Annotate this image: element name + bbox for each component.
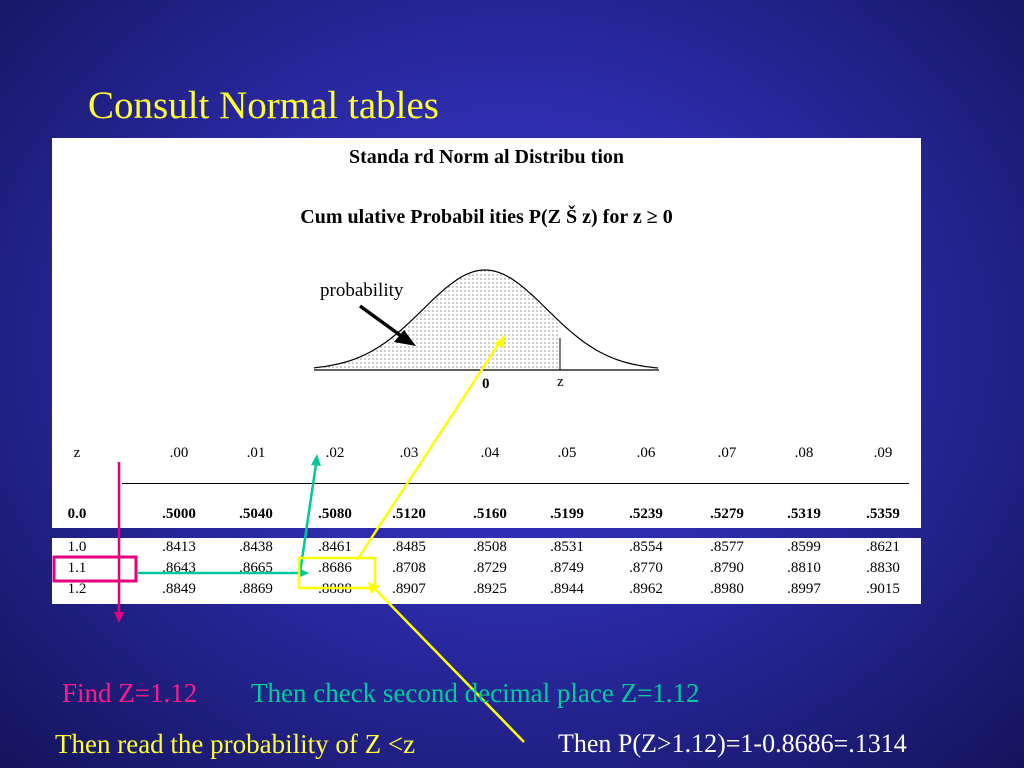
column-header: z xyxy=(73,445,81,461)
result-caption: Then P(Z>1.12)=1-0.8686=.1314 xyxy=(558,729,907,758)
table-cell: 0.0 xyxy=(67,506,87,522)
table-cell: .8830 xyxy=(866,560,900,576)
table-cell: .8438 xyxy=(239,539,273,555)
table-cell: .8708 xyxy=(392,560,426,576)
zero-label: 0 xyxy=(482,376,490,392)
table-cell: .5359 xyxy=(866,506,900,522)
table-cell: .8980 xyxy=(710,581,744,597)
table-cell: 1.0 xyxy=(67,539,87,555)
table-cell: 1.2 xyxy=(67,581,87,597)
table-cell: .5279 xyxy=(710,506,744,522)
probability-label: probability xyxy=(320,280,404,301)
table-cell: .8869 xyxy=(239,581,273,597)
table-cell: .8577 xyxy=(710,539,744,555)
column-header: .06 xyxy=(636,445,656,461)
table-title: Standa rd Norm al Distribu tion xyxy=(348,146,625,168)
table-cell: .8643 xyxy=(162,560,196,576)
table-cell: .8531 xyxy=(550,539,584,555)
column-header: .05 xyxy=(557,445,577,461)
table-cell: .9015 xyxy=(866,581,900,597)
table-lower-panel: 1.0 .8413 .8438 .8461 .8485 .8508 .8531 .8554 .8… xyxy=(52,538,921,604)
table-subtitle: Cum ulative Probabil ities P(Z Š z) for … xyxy=(300,206,673,228)
read-probability-caption: Then read the probability of Z <z xyxy=(55,729,416,759)
check-decimal-caption: Then check second decimal place Z=1.12 xyxy=(251,678,700,708)
table-cell: .8888 xyxy=(318,581,352,597)
table-cell: .5120 xyxy=(392,506,426,522)
table-cell: 1.1 xyxy=(67,560,87,576)
table-cell: .8770 xyxy=(629,560,663,576)
table-cell: .8790 xyxy=(710,560,744,576)
table-cell: .5000 xyxy=(162,506,196,522)
column-header: .00 xyxy=(169,445,189,461)
table-cell: .8849 xyxy=(162,581,196,597)
table-cell: .8621 xyxy=(866,539,900,555)
column-header: .07 xyxy=(717,445,737,461)
column-header: .09 xyxy=(873,445,893,461)
table-cell: .5199 xyxy=(550,506,584,522)
column-header: .01 xyxy=(246,445,266,461)
table-cell: .8485 xyxy=(392,539,426,555)
table-cell: .5040 xyxy=(239,506,273,522)
table-cell: .8665 xyxy=(239,560,273,576)
table-cell: .5080 xyxy=(318,506,352,522)
header-rule xyxy=(122,483,909,484)
table-cell: .8962 xyxy=(629,581,663,597)
table-cell: .8599 xyxy=(787,539,821,555)
normal-curve-figure xyxy=(313,269,659,371)
table-cell: .8508 xyxy=(473,539,507,555)
column-header: .02 xyxy=(325,445,345,461)
table-cell: .5160 xyxy=(473,506,507,522)
slide-title: Consult Normal tables xyxy=(88,84,439,127)
table-upper-panel: Standa rd Norm al Distribu tion Cum ulat… xyxy=(52,138,921,528)
table-cell: .8729 xyxy=(473,560,507,576)
table-cell: .8810 xyxy=(787,560,821,576)
caption-to-cell-arrow xyxy=(375,589,525,743)
z-label: z xyxy=(557,374,564,390)
table-cell: .5319 xyxy=(787,506,821,522)
find-z-caption: Find Z=1.12 xyxy=(62,678,198,708)
table-cell: .8554 xyxy=(629,539,663,555)
table-cell: .8686 xyxy=(318,560,352,576)
column-header: .03 xyxy=(399,445,419,461)
table-cell: .8907 xyxy=(392,581,426,597)
table-cell: .8749 xyxy=(550,560,584,576)
table-cell: .8461 xyxy=(318,539,352,555)
table-cell: .8997 xyxy=(787,581,821,597)
table-cell: .8925 xyxy=(473,581,507,597)
table-cell: .5239 xyxy=(629,506,663,522)
table-cell: .8413 xyxy=(162,539,196,555)
column-header: .08 xyxy=(794,445,814,461)
column-header: .04 xyxy=(480,445,500,461)
table-cell: .8944 xyxy=(550,581,584,597)
